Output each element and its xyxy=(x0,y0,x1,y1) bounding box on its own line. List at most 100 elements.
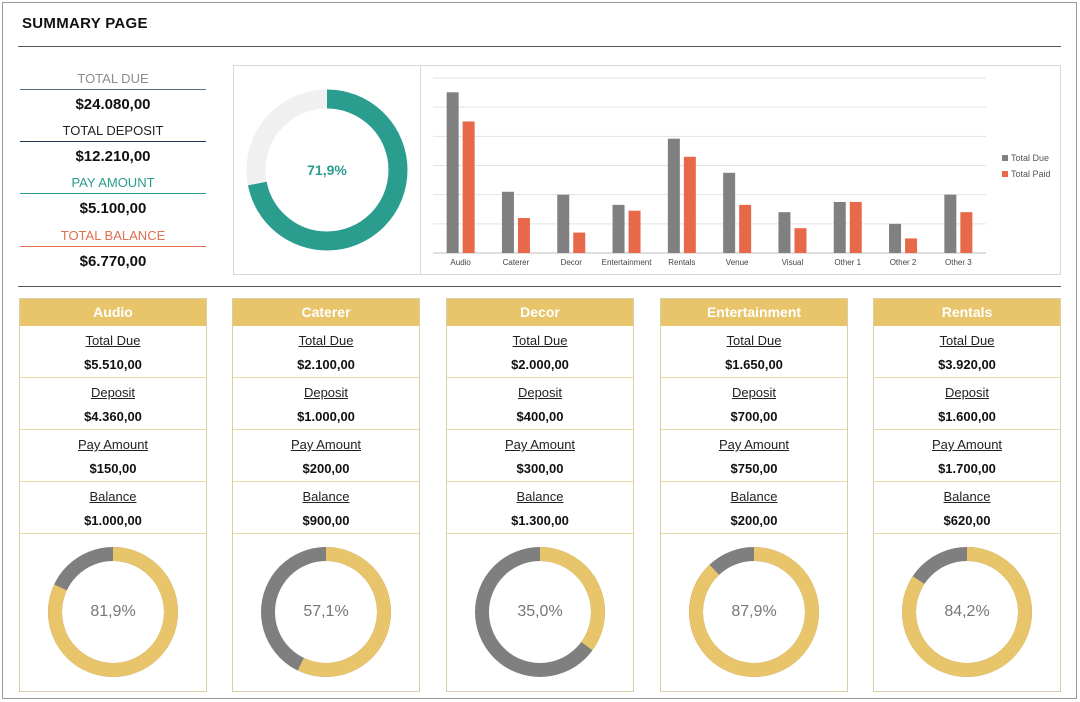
overall-donut-arc xyxy=(246,89,408,251)
pay-amount-value: $300,00 xyxy=(516,461,564,476)
card-title: Caterer xyxy=(233,299,419,326)
x-tick-label: Visual xyxy=(782,258,804,267)
card-donut: 35,0% xyxy=(447,534,633,691)
deposit-row: Deposit $700,00 xyxy=(661,378,847,430)
total-balance-label: TOTAL BALANCE xyxy=(20,228,206,247)
category-card-decor: Decor Total Due $2.000,00 Deposit $400,0… xyxy=(446,298,634,692)
bar-total-paid-decor xyxy=(573,232,586,253)
x-tick-label: Other 3 xyxy=(945,258,972,267)
balance-value: $1.000,00 xyxy=(84,513,142,528)
card-donut-chart xyxy=(48,547,178,677)
total-balance-value: $6.770,00 xyxy=(79,253,147,270)
due-vs-paid-bar-chart: Audio Caterer Decor Entertainment Rentals Ven… xyxy=(433,77,1051,267)
balance-row: Balance $620,00 xyxy=(874,482,1060,534)
pay-amount-value: $1.700,00 xyxy=(938,461,996,476)
deposit-link[interactable]: Deposit xyxy=(517,385,563,400)
deposit-row: Deposit $1.000,00 xyxy=(233,378,419,430)
pay-amount-row: Pay Amount $750,00 xyxy=(661,430,847,482)
bar-total-due-other-2 xyxy=(889,223,902,253)
balance-link[interactable]: Balance xyxy=(89,489,137,504)
overall-donut-chart xyxy=(246,89,408,251)
card-title: Decor xyxy=(447,299,633,326)
card-donut-filled xyxy=(261,547,391,677)
card-donut-percent: 84,2% xyxy=(944,603,990,620)
balance-link[interactable]: Balance xyxy=(302,489,350,504)
bar-total-paid-audio xyxy=(462,121,475,253)
x-tick-label: Other 1 xyxy=(834,258,861,267)
deposit-row: Deposit $1.600,00 xyxy=(874,378,1060,430)
total-due-link[interactable]: Total Due xyxy=(85,333,141,348)
pay-amount-link[interactable]: Pay Amount xyxy=(290,437,362,452)
x-tick-label: Decor xyxy=(561,258,583,267)
bar-total-due-audio xyxy=(446,92,459,254)
card-donut-percent: 35,0% xyxy=(517,603,563,620)
bar-total-due-caterer xyxy=(501,191,514,253)
pay-amount-link[interactable]: Pay Amount xyxy=(77,437,149,452)
bar-total-paid-entertainment xyxy=(628,210,641,253)
deposit-value: $1.600,00 xyxy=(938,409,996,424)
pay-amount-value: $200,00 xyxy=(302,461,350,476)
pay-amount-link[interactable]: Pay Amount xyxy=(931,437,1003,452)
total-due-link[interactable]: Total Due xyxy=(512,333,568,348)
card-donut-percent: 87,9% xyxy=(731,603,777,620)
deposit-link[interactable]: Deposit xyxy=(731,385,777,400)
deposit-row: Deposit $400,00 xyxy=(447,378,633,430)
card-donut-filled xyxy=(689,547,819,677)
balance-link[interactable]: Balance xyxy=(943,489,991,504)
x-tick-label: Caterer xyxy=(503,258,530,267)
legend-swatch-total-paid xyxy=(1002,171,1008,177)
card-donut-filled xyxy=(475,547,605,677)
legend-label: Total Paid xyxy=(1011,169,1051,179)
total-due-row: Total Due $2.100,00 xyxy=(233,326,419,378)
balance-link[interactable]: Balance xyxy=(516,489,564,504)
pay-amount-link[interactable]: Pay Amount xyxy=(718,437,790,452)
category-card-audio: Audio Total Due $5.510,00 Deposit $4.360… xyxy=(19,298,207,692)
balance-value: $900,00 xyxy=(302,513,350,528)
balance-value: $1.300,00 xyxy=(511,513,569,528)
card-donut: 57,1% xyxy=(233,534,419,691)
pay-amount-row: Pay Amount $200,00 xyxy=(233,430,419,482)
bar-total-paid-rentals xyxy=(683,156,696,253)
category-card-caterer: Caterer Total Due $2.100,00 Deposit $1.0… xyxy=(232,298,420,692)
bar-total-due-venue xyxy=(723,172,736,253)
deposit-value: $4.360,00 xyxy=(84,409,142,424)
bar-total-due-rentals xyxy=(667,138,680,253)
total-due-row: Total Due $5.510,00 xyxy=(20,326,206,378)
deposit-link[interactable]: Deposit xyxy=(303,385,349,400)
card-title: Entertainment xyxy=(661,299,847,326)
card-donut-chart xyxy=(475,547,605,677)
overall-donut-panel: 71,9% xyxy=(233,65,421,275)
balance-value: $200,00 xyxy=(730,513,778,528)
total-due-link[interactable]: Total Due xyxy=(939,333,995,348)
total-due-row: Total Due $1.650,00 xyxy=(661,326,847,378)
balance-link[interactable]: Balance xyxy=(730,489,778,504)
card-donut: 87,9% xyxy=(661,534,847,691)
pay-amount-row: Pay Amount $300,00 xyxy=(447,430,633,482)
bar-total-paid-other-1 xyxy=(849,201,862,253)
bar-total-paid-caterer xyxy=(517,218,530,253)
total-due-link[interactable]: Total Due xyxy=(298,333,354,348)
total-deposit-label: TOTAL DEPOSIT xyxy=(20,123,206,142)
pay-amount-value: $5.100,00 xyxy=(79,200,147,217)
total-due-row: Total Due $2.000,00 xyxy=(447,326,633,378)
total-due-value: $24.080,00 xyxy=(75,96,151,113)
x-tick-label: Audio xyxy=(450,258,471,267)
bar-total-due-entertainment xyxy=(612,204,625,253)
bar-total-due-other-3 xyxy=(944,194,957,253)
bar-total-paid-venue xyxy=(739,204,752,253)
category-card-rentals: Rentals Total Due $3.920,00 Deposit $1.6… xyxy=(873,298,1061,692)
deposit-link[interactable]: Deposit xyxy=(944,385,990,400)
pay-amount-link[interactable]: Pay Amount xyxy=(504,437,576,452)
card-donut-percent: 81,9% xyxy=(90,603,136,620)
balance-row: Balance $200,00 xyxy=(661,482,847,534)
pay-amount-value: $750,00 xyxy=(730,461,778,476)
total-due-link[interactable]: Total Due xyxy=(726,333,782,348)
deposit-link[interactable]: Deposit xyxy=(90,385,136,400)
legend-label: Total Due xyxy=(1011,153,1049,163)
bar-chart-panel: Audio Caterer Decor Entertainment Rentals Ven… xyxy=(420,65,1061,275)
deposit-row: Deposit $4.360,00 xyxy=(20,378,206,430)
x-tick-label: Rentals xyxy=(668,258,695,267)
legend-swatch-total-due xyxy=(1002,155,1008,161)
total-due-value: $1.650,00 xyxy=(725,357,783,372)
balance-row: Balance $1.300,00 xyxy=(447,482,633,534)
